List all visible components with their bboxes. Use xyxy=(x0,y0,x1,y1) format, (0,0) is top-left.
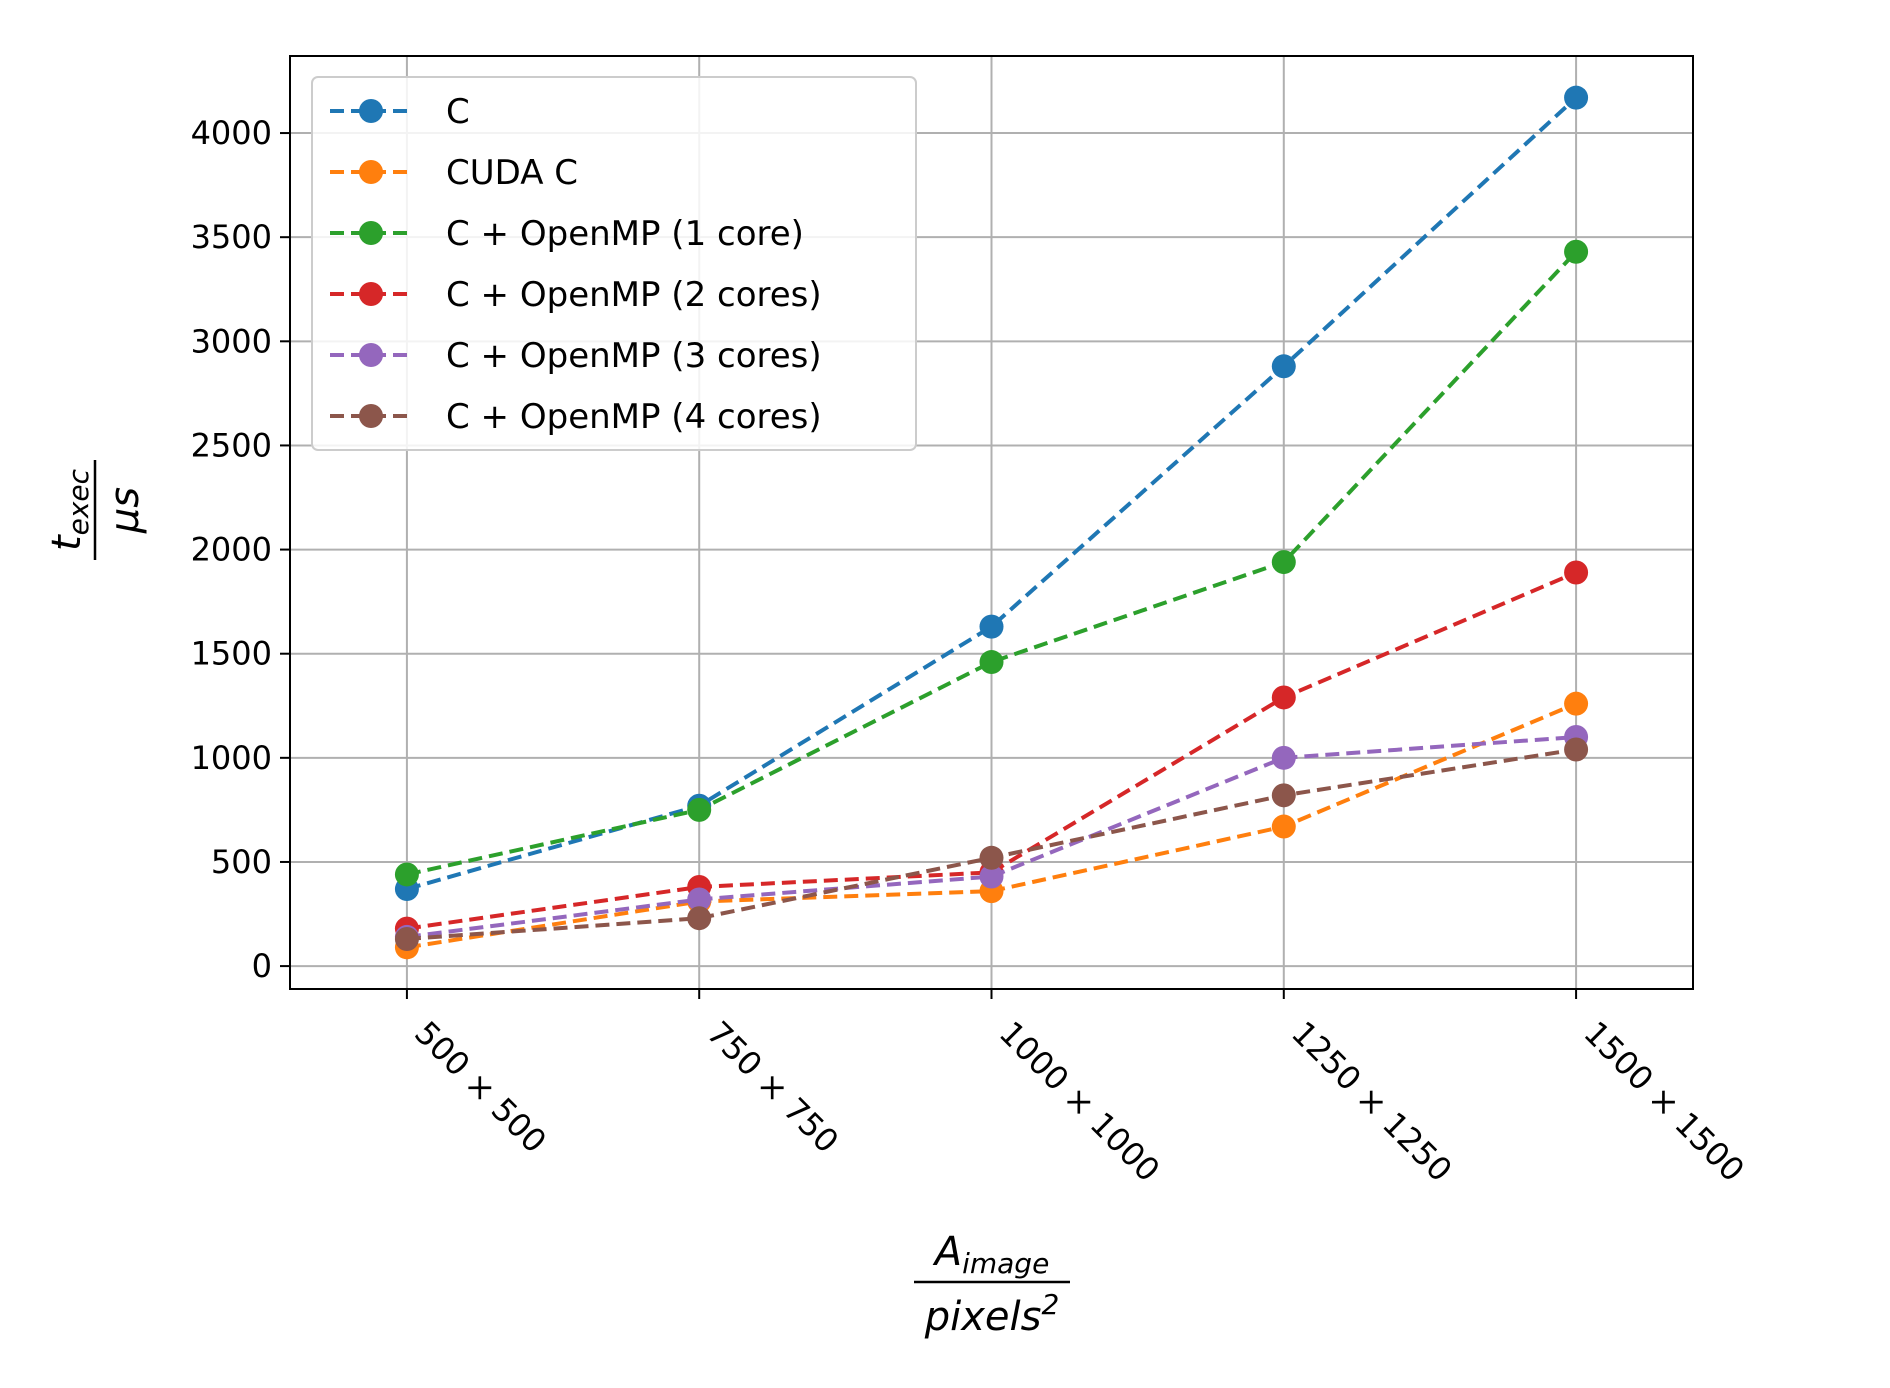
y-tick-label: 3500 xyxy=(191,218,272,256)
x-axis-label-numerator: Aimage xyxy=(932,1229,1050,1280)
legend-marker xyxy=(359,343,383,367)
legend-marker xyxy=(359,404,383,428)
data-point xyxy=(687,906,712,931)
y-tick-label: 1500 xyxy=(191,635,272,673)
data-point xyxy=(1564,239,1589,264)
data-point xyxy=(1271,745,1296,770)
legend-label: C xyxy=(446,92,470,132)
legend-item: C + OpenMP (4 cores) xyxy=(330,397,822,437)
legend-marker xyxy=(359,221,383,245)
legend-item: CUDA C xyxy=(330,153,578,193)
legend-label: CUDA C xyxy=(446,153,578,193)
legend-item: C + OpenMP (3 cores) xyxy=(330,336,822,376)
x-axis-label: Aimage pixels2 xyxy=(914,1229,1070,1340)
y-tick-label: 4000 xyxy=(191,114,272,152)
x-tick-label: 1000 × 1000 xyxy=(992,1014,1167,1189)
plot-frame xyxy=(289,55,1694,990)
data-point xyxy=(1271,550,1296,575)
data-point xyxy=(1271,783,1296,808)
y-tick-label: 2000 xyxy=(191,531,272,569)
data-point xyxy=(1564,85,1589,110)
data-point xyxy=(687,797,712,822)
data-point xyxy=(1564,737,1589,762)
legend-item: C + OpenMP (2 cores) xyxy=(330,275,822,315)
series-2 xyxy=(394,239,1589,887)
legend-label: C + OpenMP (4 cores) xyxy=(446,397,822,437)
data-point xyxy=(1271,814,1296,839)
x-tick-label: 1250 × 1250 xyxy=(1284,1014,1459,1189)
series-line xyxy=(406,735,1577,939)
x-axis-label-denominator: pixels2 xyxy=(924,1288,1060,1340)
data-point xyxy=(1271,354,1296,379)
legend-label: C + OpenMP (3 cores) xyxy=(446,336,822,376)
legend-marker xyxy=(359,99,383,123)
y-axis-label: texec μs xyxy=(44,460,148,560)
y-tick-labels: 0 500 1000 1500 2000 2500 3000 3500 4000 xyxy=(191,114,290,985)
x-tick-labels: 500 × 500 750 × 750 1000 × 1000 1250 × 1250… xyxy=(405,989,1752,1189)
legend-item: C + OpenMP (1 core) xyxy=(330,214,804,254)
data-point xyxy=(1271,685,1296,710)
x-tick-label: 500 × 500 xyxy=(407,1014,554,1161)
y-axis-label-numerator: texec xyxy=(44,468,95,551)
series-group xyxy=(394,85,1589,960)
data-point xyxy=(979,614,1004,639)
legend-label: C + OpenMP (1 core) xyxy=(446,214,804,254)
data-point xyxy=(1564,691,1589,716)
legend-box xyxy=(311,76,917,451)
y-axis-label-denominator: μs xyxy=(102,487,148,534)
y-tick-label: 0 xyxy=(252,947,272,985)
data-point xyxy=(394,862,419,887)
y-tick-label: 2500 xyxy=(191,426,272,464)
series-line xyxy=(406,570,1577,931)
data-point xyxy=(394,927,419,952)
legend-item: C xyxy=(330,92,470,132)
data-point xyxy=(979,864,1004,889)
legend-marker xyxy=(359,282,383,306)
data-point xyxy=(1564,560,1589,585)
series-5 xyxy=(394,737,1589,952)
data-point xyxy=(687,887,712,912)
series-line xyxy=(406,96,1578,891)
y-tick-label: 1000 xyxy=(191,739,272,777)
data-point xyxy=(979,845,1004,870)
series-line xyxy=(406,250,1578,877)
legend-label: C + OpenMP (2 cores) xyxy=(446,275,822,315)
y-tick-label: 500 xyxy=(211,843,272,881)
x-tick-label: 750 × 750 xyxy=(700,1014,847,1161)
legend-marker xyxy=(359,160,383,184)
x-tick-label: 1500 × 1500 xyxy=(1576,1014,1751,1189)
legend: C CUDA C C + OpenMP (1 core) C + OpenMP (2 … xyxy=(311,76,917,451)
y-tick-label: 3000 xyxy=(191,322,272,360)
data-point xyxy=(979,650,1004,675)
